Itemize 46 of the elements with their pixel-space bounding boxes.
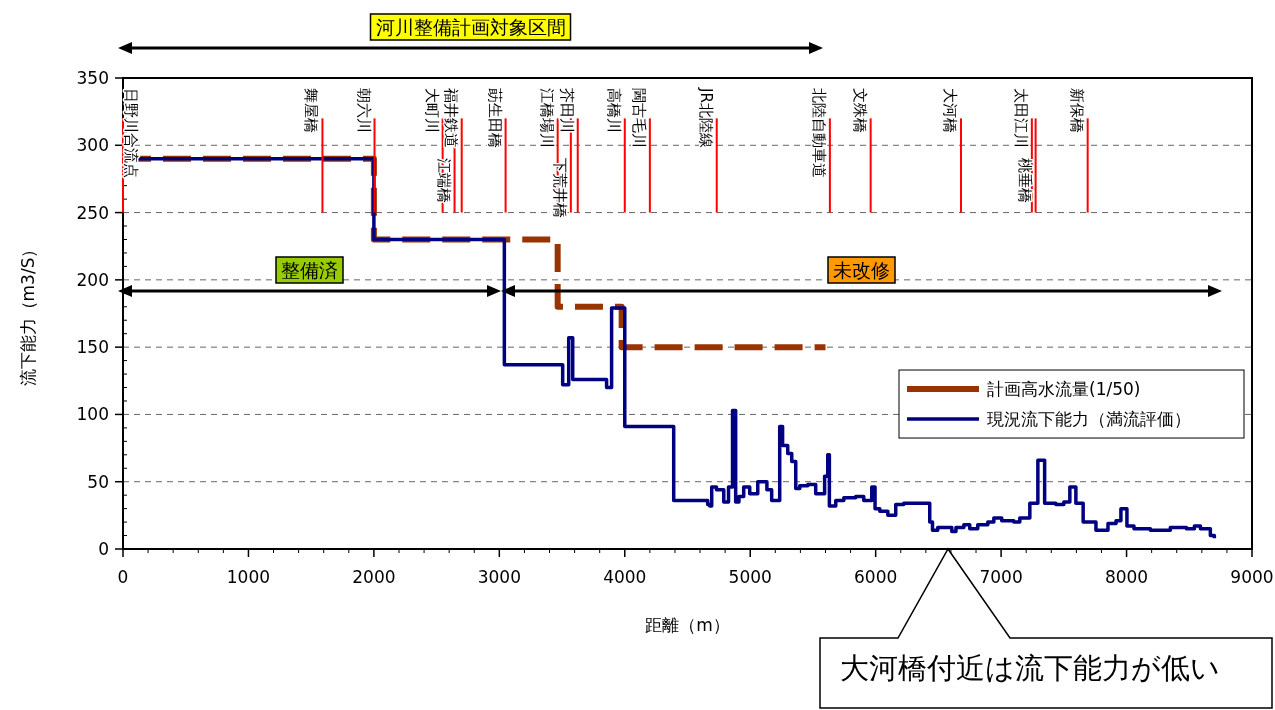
ref-line-label: 芥田川: [557, 88, 576, 133]
ref-line-label: 文殊橋: [850, 88, 869, 133]
x-tick-label: 8000: [1104, 567, 1149, 587]
y-tick-label: 350: [76, 68, 109, 88]
ref-line-label: 新保橋: [1067, 88, 1086, 133]
x-tick-label: 2000: [352, 567, 396, 587]
ref-line-label: 舞屋橋: [302, 88, 321, 133]
x-tick-label: 4000: [603, 567, 647, 587]
y-tick-label: 150: [76, 337, 109, 358]
ref-line-label: 北陸自動車道: [809, 88, 828, 178]
annotation: 大河橋付近は流下能力が低い: [840, 651, 1220, 685]
annotation: 未改修: [827, 256, 896, 284]
ref-line-label: 大河橋: [940, 88, 959, 133]
ref-line-label: 日野川合流点: [122, 88, 140, 178]
legend-label: 現況流下能力（満流評価）: [987, 409, 1191, 430]
ref-line-label: 福井鉄道: [441, 88, 460, 148]
x-tick-label: 5000: [728, 567, 772, 587]
ref-line-label: 閪古毛川: [629, 88, 648, 148]
ref-line-label: JR北陸線: [696, 87, 715, 148]
x-axis-title: 距離（m）: [645, 615, 730, 635]
annotation: 河川整備計画対象区間: [369, 13, 572, 41]
x-tick-label: 1000: [226, 567, 271, 587]
y-tick-label: 250: [76, 202, 109, 223]
x-tick-label: 3000: [477, 567, 521, 587]
y-tick-label: 50: [87, 471, 109, 492]
ref-line-label: 太田江川: [1011, 88, 1030, 148]
y-axis-title: 流下能力（m3/S）: [18, 240, 38, 387]
annotation: 整備済: [281, 259, 338, 281]
x-tick-label: 6000: [854, 567, 898, 587]
ref-line-label: 大町川: [422, 88, 441, 133]
y-tick-label: 0: [98, 539, 109, 559]
x-tick-label: 0: [117, 567, 129, 587]
ref-line-label: 莇生田橋: [485, 88, 504, 148]
legend-label: 計画高水流量(1/50): [987, 379, 1141, 400]
annotation: 整備済: [275, 256, 344, 284]
annotation: 未改修: [833, 259, 890, 281]
x-tick-label: 7000: [979, 567, 1023, 587]
y-tick-label: 300: [76, 135, 109, 156]
ref-line-label: 江橋場川: [537, 88, 556, 148]
ref-line-label: 江端橋: [434, 158, 453, 203]
ref-line-label: 朝六川: [354, 88, 373, 133]
ref-line-label: 桃垂橋: [1015, 158, 1034, 203]
x-tick-label: 9000: [1230, 567, 1274, 587]
y-tick-label: 100: [76, 404, 109, 425]
y-tick-label: 200: [76, 269, 109, 290]
ref-line-label: 高橋川: [604, 88, 623, 133]
